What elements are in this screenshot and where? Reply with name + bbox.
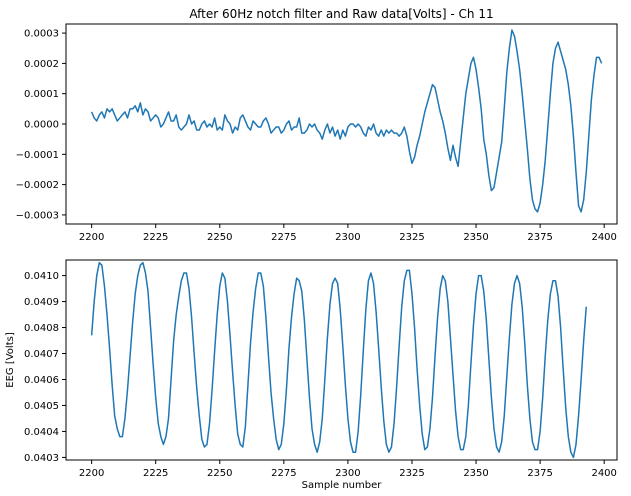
top-x-tick-label: 2200 bbox=[79, 232, 104, 243]
top-x-tick-label: 2400 bbox=[591, 232, 616, 243]
bottom-x-tick-label: 2375 bbox=[527, 468, 552, 479]
bottom-y-tick-label: 0.0405 bbox=[24, 401, 59, 412]
top-y-tick-label: 0.0002 bbox=[24, 59, 59, 70]
bottom-y-tick-label: 0.0407 bbox=[24, 349, 59, 360]
top-y-ticks: −0.0003 −0.0002 −0.0001 0.0000 0.0001 0.0002 0… bbox=[16, 29, 66, 221]
bottom-x-tick-label: 2225 bbox=[143, 468, 168, 479]
bottom-axes: 0.0403 0.0404 0.0405 0.0406 0.0407 0.0408 0.04… bbox=[5, 259, 618, 491]
top-x-ticks: 2200 2225 2250 2275 2300 2325 2350 2375 2400 bbox=[79, 224, 617, 243]
bottom-y-ticks: 0.0403 0.0404 0.0405 0.0406 0.0407 0.0408 0.04… bbox=[24, 271, 66, 464]
top-x-tick-label: 2250 bbox=[207, 232, 232, 243]
top-y-tick-label: −0.0003 bbox=[16, 210, 59, 221]
bottom-x-ticks: 2200 2225 2250 2275 2300 2325 2350 2375 2400 bbox=[79, 460, 617, 479]
bottom-y-tick-label: 0.0406 bbox=[24, 375, 59, 386]
top-x-tick-label: 2375 bbox=[527, 232, 552, 243]
bottom-signal-line bbox=[90, 261, 587, 459]
bottom-y-tick-label: 0.0409 bbox=[24, 297, 59, 308]
bottom-x-tick-label: 2350 bbox=[463, 468, 488, 479]
bottom-y-tick-label: 0.0403 bbox=[24, 453, 59, 464]
top-y-tick-label: 0.0000 bbox=[24, 120, 59, 131]
top-chart-title: After 60Hz notch filter and Raw data[Vol… bbox=[189, 7, 493, 21]
bottom-x-tick-label: 2325 bbox=[399, 468, 424, 479]
bottom-y-tick-label: 0.0410 bbox=[24, 271, 59, 282]
top-axes: After 60Hz notch filter and Raw data[Vol… bbox=[16, 7, 618, 243]
bottom-x-tick-label: 2250 bbox=[207, 468, 232, 479]
top-signal-line bbox=[90, 29, 603, 213]
bottom-x-tick-label: 2300 bbox=[335, 468, 360, 479]
bottom-x-tick-label: 2400 bbox=[591, 468, 616, 479]
top-x-tick-label: 2350 bbox=[463, 232, 488, 243]
bottom-x-axis-label: Sample number bbox=[302, 480, 383, 491]
top-x-tick-label: 2275 bbox=[271, 232, 296, 243]
bottom-x-tick-label: 2200 bbox=[79, 468, 104, 479]
top-x-tick-label: 2325 bbox=[399, 232, 424, 243]
top-y-tick-label: −0.0001 bbox=[16, 150, 59, 161]
top-y-tick-label: 0.0001 bbox=[24, 89, 59, 100]
bottom-axes-frame bbox=[65, 259, 618, 461]
bottom-x-tick-label: 2275 bbox=[271, 468, 296, 479]
bottom-y-axis-label: EEG [Volts] bbox=[5, 332, 16, 388]
bottom-y-tick-label: 0.0408 bbox=[24, 323, 59, 334]
top-x-tick-label: 2225 bbox=[143, 232, 168, 243]
top-y-tick-label: 0.0003 bbox=[24, 29, 59, 40]
bottom-y-tick-label: 0.0404 bbox=[24, 427, 59, 438]
top-y-tick-label: −0.0002 bbox=[16, 180, 59, 191]
top-x-tick-label: 2300 bbox=[335, 232, 360, 243]
